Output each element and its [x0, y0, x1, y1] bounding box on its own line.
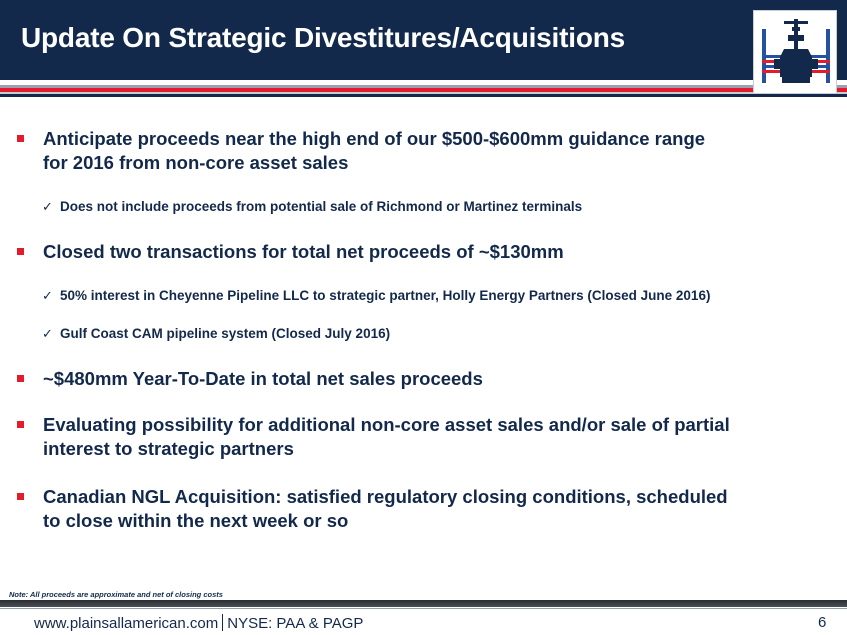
footer-bar — [0, 600, 847, 607]
footer-divider — [222, 614, 224, 631]
bullet-1-line-2: for 2016 from non-core asset sales — [43, 152, 349, 173]
bullet-5: Canadian NGL Acquisition: satisfied regu… — [17, 485, 828, 533]
check-icon: ✓ — [42, 327, 53, 342]
footer-line — [0, 608, 847, 609]
sub-bullet-2-2: ✓ Gulf Coast CAM pipeline system (Closed … — [42, 325, 832, 344]
bullet-4: Evaluating possibility for additional no… — [17, 413, 828, 461]
bullet-1-line-1: Anticipate proceeds near the high end of… — [43, 128, 706, 149]
bullet-3-line-1: ~$480mm Year-To-Date in total net sales … — [43, 368, 483, 389]
header-stripe-gray-2 — [0, 92, 847, 94]
header-stripe-white — [0, 80, 847, 85]
header-stripe-navy — [0, 94, 847, 97]
bullet-2-line-1: Closed two transactions for total net pr… — [43, 241, 564, 262]
header-stripe-gray — [0, 85, 847, 88]
bullet-5-line-1: Canadian NGL Acquisition: satisfied regu… — [43, 486, 728, 507]
footer-website: www.plainsallamerican.com — [34, 615, 219, 632]
bullet-square-icon — [17, 135, 24, 142]
footer-ticker: NYSE: PAA & PAGP — [227, 615, 364, 632]
footer-info: www.plainsallamerican.com NYSE: PAA & PAG… — [34, 614, 363, 632]
page-number: 6 — [818, 614, 827, 631]
slide-title: Update On Strategic Divestitures/Acquisi… — [21, 22, 626, 53]
footnote: Note: All proceeds are approximate and n… — [9, 590, 223, 599]
bullet-square-icon — [17, 248, 24, 255]
slide-header: Update On Strategic Divestitures/Acquisi… — [0, 0, 847, 80]
sub-bullet-text: Does not include proceeds from potential… — [60, 199, 583, 214]
bullet-3: ~$480mm Year-To-Date in total net sales … — [17, 367, 828, 391]
bullet-square-icon — [17, 375, 24, 382]
company-logo — [753, 10, 837, 94]
sub-bullet-text: 50% interest in Cheyenne Pipeline LLC to… — [60, 288, 711, 303]
check-icon: ✓ — [42, 289, 53, 304]
plains-valve-logo-icon — [762, 19, 830, 83]
bullet-4-line-1: Evaluating possibility for additional no… — [43, 414, 730, 435]
sub-bullet-2-1: ✓ 50% interest in Cheyenne Pipeline LLC t… — [42, 287, 832, 306]
header-stripe-red — [0, 88, 847, 92]
bullet-square-icon — [17, 493, 24, 500]
sub-bullet-1-1: ✓ Does not include proceeds from potentia… — [42, 198, 832, 217]
bullet-5-line-2: to close within the next week or so — [43, 510, 349, 531]
bullet-1: Anticipate proceeds near the high end of… — [17, 127, 828, 175]
check-icon: ✓ — [42, 200, 53, 215]
sub-bullet-text: Gulf Coast CAM pipeline system (Closed J… — [60, 326, 391, 341]
bullet-4-line-2: interest to strategic partners — [43, 438, 294, 459]
bullet-2: Closed two transactions for total net pr… — [17, 240, 828, 264]
bullet-square-icon — [17, 421, 24, 428]
